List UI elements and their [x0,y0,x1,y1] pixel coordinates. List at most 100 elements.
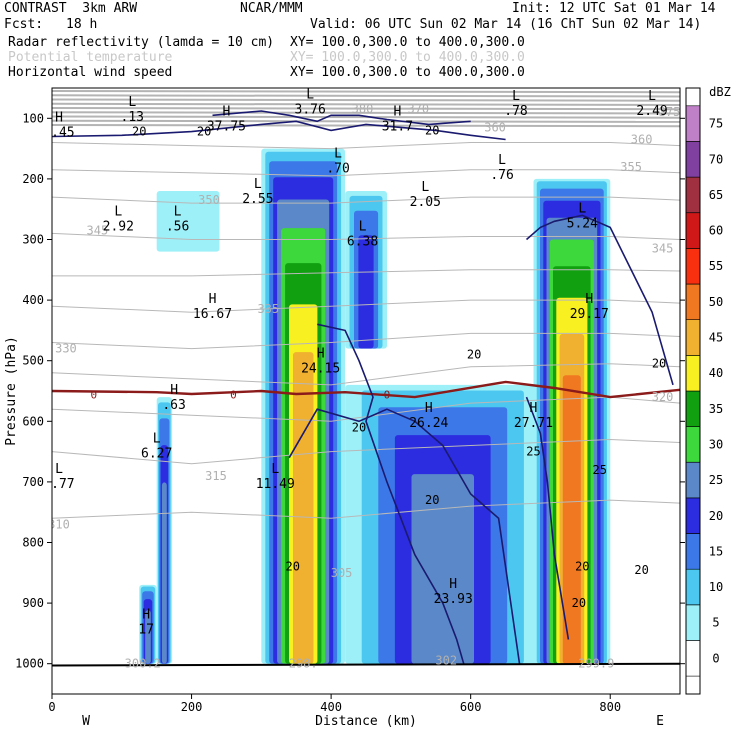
theta-label: 299.9 [578,657,614,671]
colorbar-swatch-45 [685,319,701,356]
theta-dense-line [52,111,680,115]
colorbar-frame [685,87,701,695]
extremum-marker: L [498,153,506,168]
theta-dense-line [52,98,680,102]
wind-label: 20 [197,125,211,139]
x-tick-label: 200 [181,700,203,714]
extremum-marker: L [153,432,161,447]
colorbar-swatch-30 [685,426,701,463]
colorbar-label-60: 60 [709,224,723,238]
field-xy-reflectivity: XY= 100.0,300.0 to 400.0,300.0 [290,35,525,50]
colorbar-swatch-50 [685,283,701,321]
reflectivity-band-3-45 [293,352,314,664]
theta-contour-310 [52,499,680,519]
extremum-marker: L [128,95,136,110]
extremum-value: 8.45 [43,125,74,140]
colorbar-label-0: 0 [712,651,719,665]
theta-label: 300.2 [125,657,161,671]
wind-label: 20 [425,493,439,507]
theta-contour-340 [52,269,680,277]
theta-contour-325 [52,363,680,386]
theta-dense-line [52,124,680,128]
y-tick-label: 200 [22,172,44,186]
extremum-value: 37.75 [207,119,246,134]
org-name: NCAR/MMM [240,1,303,16]
colorbar-label-70: 70 [709,152,723,166]
extremum-value: .70 [326,162,349,177]
y-axis-title: Pressure (hPa) [4,336,19,446]
x-tick-label: 0 [48,700,55,714]
theta-label: 360 [484,120,506,134]
wind-label: 20 [132,125,146,139]
wind-contour-20-1 [212,110,471,126]
theta-label: 335 [257,302,279,316]
colorbar-swatch-60 [685,212,701,249]
reflectivity-band-4-20 [358,235,374,349]
extremum-marker: H [209,292,217,307]
y-tick-label: 100 [22,111,44,125]
extremum-value: .56 [166,219,189,234]
y-tick-label: 300 [22,233,44,247]
extremum-marker: L [174,204,182,219]
extremum-value: 2.05 [410,195,441,210]
zero-line-label: 0 [230,389,237,402]
colorbar-label-35: 35 [709,402,723,416]
colorbar-swatch-75 [685,105,701,142]
colorbar-swatch-70 [685,141,701,178]
extremum-marker: H [223,104,231,119]
extremum-value: .13 [121,110,144,125]
ground-layer [51,662,681,667]
extremum-value: 2.92 [103,219,134,234]
theta-label: 320 [652,390,674,404]
theta-contour-355 [52,169,680,177]
colorbar-swatch-25 [685,461,701,499]
y-tick-label: 1000 [15,657,44,671]
reflectivity-band-6-50 [562,375,581,664]
extremum-marker: L [271,462,279,477]
reflectivity-band-5-25 [411,474,474,664]
y-tick-label: 700 [22,475,44,489]
wind-label: 20 [575,560,589,574]
theta-contour-335 [52,299,680,313]
theta-label: 345 [87,223,109,237]
zero-degree-line [52,380,680,399]
wind-contour-20-2 [288,408,521,664]
extremum-marker: H [530,401,538,416]
zero-line-label: 0 [91,389,98,402]
extremum-marker: L [114,204,122,219]
extremum-value: 24.15 [301,362,340,377]
wind-label: 20 [572,596,586,610]
extremum-value: 6.27 [141,447,172,462]
extremum-value: 27.71 [514,416,553,431]
wind-contour-20-0 [52,120,506,141]
ground-line [51,662,681,667]
colorbar-label-55: 55 [709,259,723,273]
extremum-value: 11.49 [256,477,295,492]
theta-label: 360 [631,133,653,147]
extremum-marker: H [449,577,457,592]
colorbar-label-50: 50 [709,295,723,309]
colorbar-swatch-5 [685,604,701,641]
wind-label: 20 [352,420,366,434]
plot-frame [51,87,681,695]
field-name-theta: Potential temperature [8,50,173,65]
colorbar-label-65: 65 [709,188,723,202]
y-tick-label: 500 [22,354,44,368]
extremum-value: 17 [138,622,154,637]
extremum-marker: H [142,607,150,622]
wind-label: 20 [652,357,666,371]
colorbar-swatch-0 [685,640,701,677]
theta-dense-line [52,107,680,111]
extremum-marker: H [425,401,433,416]
extremum-value: 2.49 [636,104,667,119]
extremum-marker: H [393,104,401,119]
colorbar-label-10: 10 [709,580,723,594]
x-tick-label: 600 [460,700,482,714]
theta-label: 305 [331,566,353,580]
wind-label: 20 [425,123,439,137]
extremum-value: 7.77 [43,477,74,492]
theta-label: 355 [620,160,642,174]
extremum-marker: L [578,201,586,216]
extremum-marker: H [585,292,593,307]
